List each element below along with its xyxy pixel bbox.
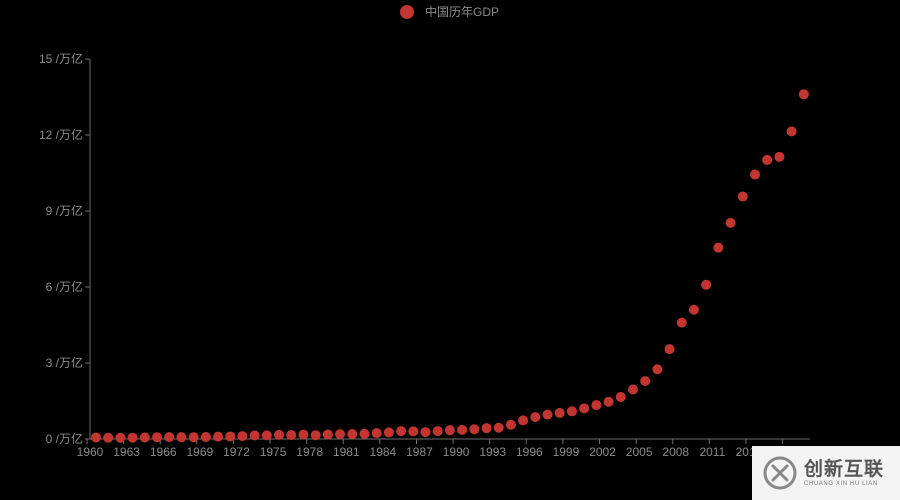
x-tick-label: 1972 (223, 445, 250, 459)
x-tick-label: 1966 (150, 445, 177, 459)
data-point (554, 407, 565, 418)
data-point (518, 415, 529, 426)
data-point (359, 428, 370, 439)
x-tick-label: 1981 (333, 445, 360, 459)
x-tick-label: 1978 (296, 445, 323, 459)
data-point (286, 430, 297, 441)
x-tick-label: 2008 (662, 445, 689, 459)
y-tick-label: 9 /万亿 (46, 203, 83, 218)
watermark-cn-text: 创新互联 (804, 458, 885, 480)
data-point (237, 431, 248, 442)
data-point (713, 242, 724, 253)
data-point (432, 426, 443, 437)
x-tick-label: 1984 (370, 445, 397, 459)
y-tick-label: 6 /万亿 (46, 279, 83, 294)
legend-marker[interactable] (400, 5, 414, 19)
data-point (566, 406, 577, 417)
x-tick-label: 1969 (186, 445, 213, 459)
data-point (664, 344, 675, 355)
y-tick-label: 15 /万亿 (39, 51, 83, 66)
x-tick-label: 1987 (406, 445, 433, 459)
data-point (688, 304, 699, 315)
data-point (798, 89, 809, 100)
data-point (164, 432, 175, 443)
data-point (298, 429, 309, 440)
data-point (371, 428, 382, 439)
data-point (652, 364, 663, 375)
data-point (481, 423, 492, 434)
data-point (469, 424, 480, 435)
data-point (225, 431, 236, 442)
data-point (591, 400, 602, 411)
data-point (737, 191, 748, 202)
y-tick-label: 3 /万亿 (46, 355, 83, 370)
data-point (640, 376, 651, 387)
x-tick-label: 1999 (553, 445, 580, 459)
x-tick-label: 1963 (113, 445, 140, 459)
data-point (383, 427, 394, 438)
x-tick-label: 1975 (260, 445, 287, 459)
data-point (603, 396, 614, 407)
data-point (762, 154, 773, 165)
data-point (335, 429, 346, 440)
data-point (310, 430, 321, 441)
data-point (530, 412, 541, 423)
data-point (127, 432, 138, 443)
data-point (115, 432, 126, 443)
x-tick-label: 1996 (516, 445, 543, 459)
data-point (505, 419, 516, 430)
x-tick-label: 2011 (699, 445, 725, 459)
data-point (249, 430, 260, 441)
x-tick-label: 1960 (77, 445, 104, 459)
data-point (347, 429, 358, 440)
x-axis: 1960 1963 1966 1969 1972 1975 1978 1981 1984 1987… (77, 438, 810, 459)
x-tick-label: 2002 (589, 445, 616, 459)
data-point (786, 126, 797, 137)
data-point (579, 403, 590, 414)
data-point (615, 391, 626, 402)
data-point (396, 426, 407, 437)
data-point (493, 422, 504, 433)
data-point (774, 151, 785, 162)
data-point (103, 432, 114, 443)
data-point (176, 432, 187, 443)
data-point (261, 430, 272, 441)
data-point (542, 409, 553, 420)
data-point (274, 429, 285, 440)
data-point (701, 279, 712, 290)
data-points (91, 89, 809, 443)
data-point (749, 169, 760, 180)
data-point (676, 317, 687, 328)
data-point (139, 432, 150, 443)
legend[interactable]: 中国历年GDP (400, 4, 499, 19)
data-point (457, 424, 468, 435)
x-tick-label: 1993 (479, 445, 506, 459)
data-point (213, 431, 224, 442)
y-tick-label: 12 /万亿 (39, 127, 83, 142)
watermark: 创新互联 CHUANG XIN HU LIAN (752, 446, 900, 500)
legend-label[interactable]: 中国历年GDP (425, 4, 499, 19)
data-point (91, 432, 101, 443)
data-point (627, 384, 638, 395)
data-point (725, 217, 736, 228)
data-point (408, 426, 419, 437)
data-point (152, 432, 163, 443)
data-point (420, 427, 431, 438)
watermark-logo-icon (763, 456, 797, 490)
y-axis: 0 /万亿 3 /万亿 6 /万亿 9 /万亿 12 /万亿 15 /万亿 (39, 51, 91, 446)
watermark-en-text: CHUANG XIN HU LIAN (804, 481, 878, 487)
y-tick-label: 0 /万亿 (46, 431, 83, 446)
x-tick-label: 2005 (626, 445, 653, 459)
data-point (322, 429, 333, 440)
data-point (444, 425, 455, 436)
data-point (188, 432, 199, 443)
data-point (200, 431, 211, 442)
x-tick-label: 1990 (443, 445, 470, 459)
